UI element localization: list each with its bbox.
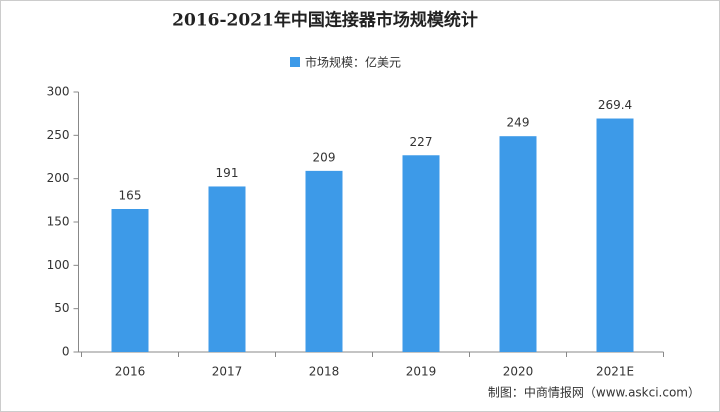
x-tick-label: 2021E [596, 365, 634, 379]
legend-swatch [290, 57, 300, 67]
bar [596, 118, 634, 353]
y-tick-label: 100 [47, 258, 70, 272]
bar [305, 170, 343, 352]
x-tick-label: 2020 [503, 365, 534, 379]
value-label: 269.4 [598, 98, 632, 112]
x-tick-label: 2016 [115, 365, 146, 379]
bar [208, 186, 246, 352]
x-tick-label: 2019 [406, 365, 437, 379]
legend-label: 市场规模：亿美元 [305, 55, 401, 70]
value-label: 165 [119, 189, 142, 203]
y-tick-label: 50 [54, 301, 69, 315]
x-tick-label: 2017 [212, 365, 243, 379]
y-tick-label: 300 [47, 85, 70, 99]
y-tick-label: 250 [47, 128, 70, 142]
bar [499, 136, 537, 352]
value-label: 249 [507, 116, 530, 130]
y-tick-label: 200 [47, 171, 70, 185]
x-tick-label: 2018 [309, 365, 340, 379]
value-label: 209 [313, 150, 336, 164]
y-tick-label: 150 [47, 215, 70, 229]
bar [111, 209, 149, 352]
value-label: 227 [410, 135, 433, 149]
chart-title: 2016-2021年中国连接器市场规模统计 [172, 10, 478, 31]
y-tick-label: 0 [62, 345, 70, 359]
bar [402, 155, 440, 352]
source-note: 制图：中商情报网（www.askci.com） [488, 385, 700, 400]
value-label: 191 [216, 166, 239, 180]
